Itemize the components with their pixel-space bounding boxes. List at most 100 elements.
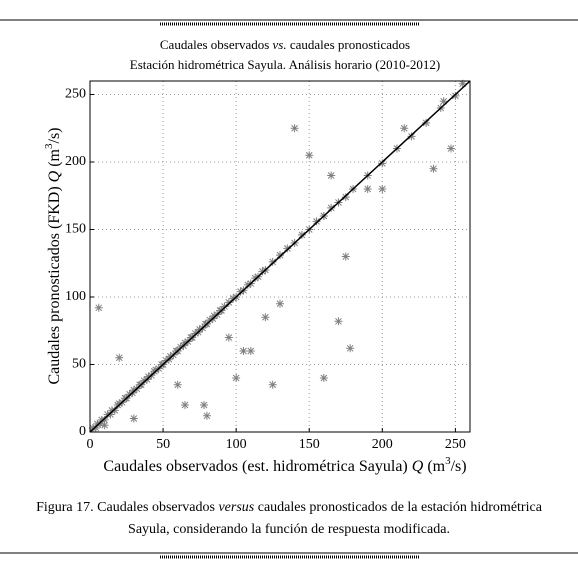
title-part: vs. [273,37,287,52]
scatter-point [191,329,200,338]
scatter-point [422,118,431,127]
chart-subtitle: Estación hidrométrica Sayula. Análisis h… [130,57,440,72]
scatter-point [451,91,460,100]
scatter-point [378,185,387,193]
scatter-point [96,419,105,428]
identity-line [89,80,471,433]
y-tick-label: 250 [65,87,86,102]
scatter-point [407,132,416,141]
scatter-point [363,185,372,193]
scatter-point [100,421,109,430]
scatter-point [268,380,277,389]
scatter-point [151,365,160,374]
scatter-point [125,390,134,399]
title-part: Caudales observados [160,37,273,52]
x-tick-label: 150 [299,437,320,452]
scatter-point [176,342,185,351]
scatter-point [319,374,328,382]
scatter-point [205,315,214,324]
label-part: 3 [445,455,451,467]
scatter-point [166,352,175,361]
scatter-point [268,257,277,266]
scatter-point [181,401,189,409]
label-part: Q [412,458,424,475]
scatter-point [378,159,387,168]
scatter-point [210,311,219,320]
scatter-point [439,97,448,106]
x-axis-label: Caudales observados (est. hidrométrica S… [103,455,466,475]
scatter-point [276,299,284,308]
caption-part: versus [218,500,254,515]
y-tick-label: 100 [65,289,86,304]
scatter-point [341,252,350,261]
scatter-point [195,325,204,334]
scatter-point [243,280,252,289]
scatter-point [341,193,350,202]
label-part: Caudales observados (est. hidrométrica S… [103,458,411,475]
scatter-point [224,298,233,307]
x-tick-label: 200 [372,437,393,452]
y-tick-label: 150 [65,222,86,237]
x-tick-label: 250 [445,437,466,452]
scatter-point [220,302,229,311]
scatter-point [290,124,299,133]
caption: Figura 17. Caudales observados versus ca… [36,500,543,515]
scatter-point [276,251,284,260]
scatter-point [258,267,267,276]
scatter-point [129,414,138,423]
scatter-point [100,415,109,424]
scatter-point [106,410,115,419]
scatter-point [162,356,170,365]
scatter-point [239,347,248,355]
caption-part: caudales pronosticados de la estación hi… [254,500,542,515]
x-tick-label: 100 [226,437,247,452]
plot: 0 50 100 150 200 250 0 50 100 150 200 250 [65,79,471,452]
y-tick-label: 200 [65,154,86,169]
scatter-point [447,144,455,153]
scatter-point [458,79,467,88]
scatter-point [94,303,103,312]
scatter-point [429,164,438,173]
label-part: (m [46,148,63,170]
y-axis-label: Caudales pronosticados (FKD) Q (m3/s) [43,127,63,384]
scatter-point [181,338,189,347]
scatter-point [232,374,241,382]
scatter-point [346,344,355,353]
scatter-point [129,386,138,395]
label-part: 3 [43,143,55,149]
label-part: /s) [46,127,63,143]
scatter-point [173,380,182,389]
scatter-point [200,401,208,409]
y-tick-label: 50 [72,357,86,372]
scatter-point [327,203,336,212]
scatter-point [261,313,270,322]
scatter-point [91,423,100,432]
scatter-point [229,294,238,303]
scatter-point [246,347,255,355]
label-part: Caudales pronosticados (FKD) [46,182,63,384]
scatter-point [327,171,336,180]
y-tick-label: 0 [79,424,86,439]
scatter-point [305,151,314,160]
scatter-point [297,230,306,239]
scatter-point [115,353,124,362]
scatter-point [144,372,153,381]
x-tick-label: 50 [156,437,170,452]
caption: Sayula, considerando la función de respu… [128,522,450,537]
title-part: caudales pronosticados [287,37,410,52]
label-part: (m [423,458,445,475]
scatter-point [251,274,260,283]
scatter-point [224,333,233,342]
scatter-point [236,287,245,296]
scatter-point [400,124,409,133]
scatter-point [140,376,149,385]
label-part: Q [46,170,63,182]
plot-frame [89,80,471,433]
scatter-point [115,399,124,408]
x-tick-label: 0 [87,437,94,452]
scatter-point [110,406,119,415]
scatter-point [202,411,211,420]
scatter-point [283,244,292,253]
scatter-point [312,217,321,226]
